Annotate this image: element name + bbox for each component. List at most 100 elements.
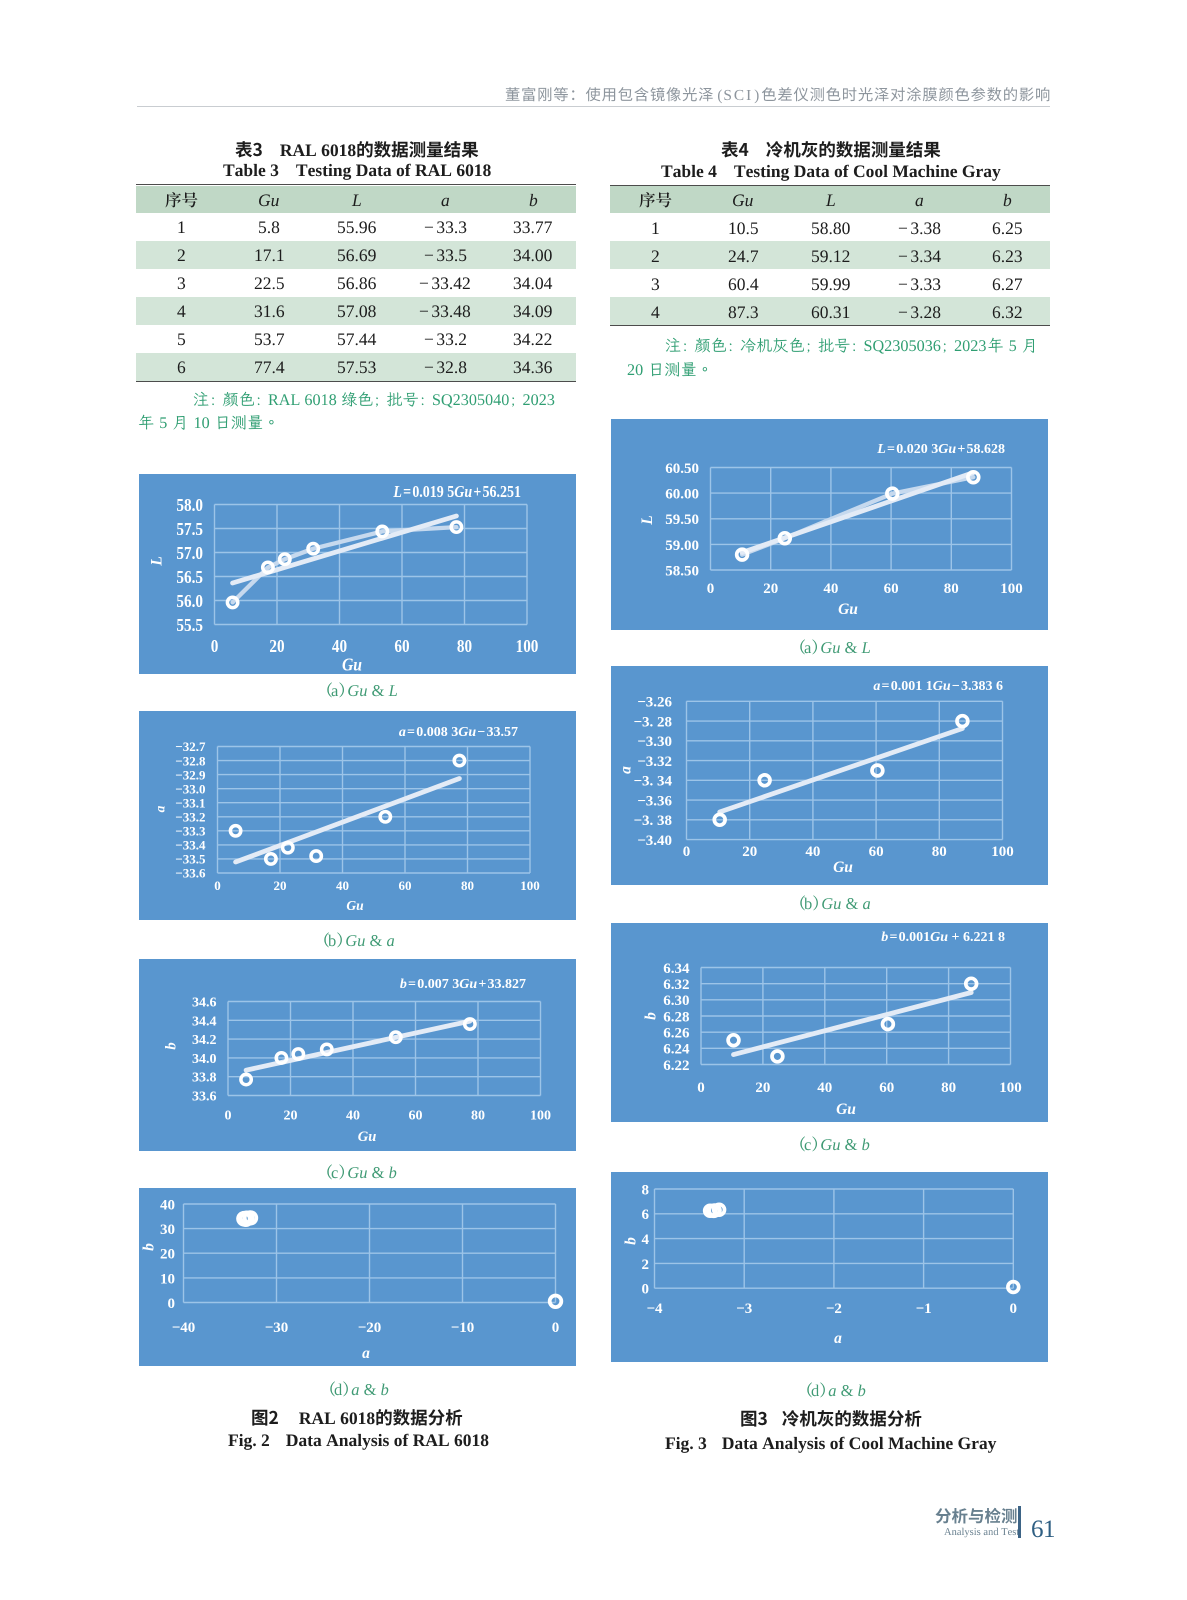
svg-text:b: b bbox=[643, 1012, 660, 1020]
svg-text:−30: −30 bbox=[265, 1320, 289, 1336]
svg-text:40: 40 bbox=[336, 878, 349, 893]
svg-text:6.26: 6.26 bbox=[663, 1026, 690, 1042]
svg-text:57.0: 57.0 bbox=[176, 543, 203, 563]
svg-text:40: 40 bbox=[160, 1197, 175, 1213]
svg-text:56.5: 56.5 bbox=[176, 567, 203, 587]
svg-text:−4: −4 bbox=[646, 1301, 663, 1317]
svg-text:100: 100 bbox=[520, 878, 540, 893]
svg-text:58.50: 58.50 bbox=[665, 563, 699, 579]
svg-text:60.00: 60.00 bbox=[665, 487, 699, 503]
svg-text:30: 30 bbox=[160, 1222, 175, 1238]
svg-text:60.50: 60.50 bbox=[665, 461, 699, 477]
svg-text:−33.5: −33.5 bbox=[175, 852, 206, 867]
svg-text:−33.3: −33.3 bbox=[175, 823, 206, 838]
svg-text:20: 20 bbox=[160, 1247, 175, 1263]
svg-text:Gu: Gu bbox=[838, 601, 858, 618]
svg-text:80: 80 bbox=[932, 844, 947, 860]
svg-text:100: 100 bbox=[999, 1080, 1022, 1096]
svg-text:0: 0 bbox=[552, 1320, 560, 1336]
svg-text:59.50: 59.50 bbox=[665, 512, 699, 528]
svg-text:80: 80 bbox=[944, 581, 959, 597]
svg-text:20: 20 bbox=[763, 581, 778, 597]
svg-text:60: 60 bbox=[399, 878, 412, 893]
svg-text:20: 20 bbox=[284, 1109, 298, 1124]
svg-text:Gu: Gu bbox=[346, 898, 364, 913]
svg-text:0: 0 bbox=[168, 1296, 176, 1312]
svg-text:60: 60 bbox=[879, 1080, 894, 1096]
svg-text:60: 60 bbox=[409, 1109, 423, 1124]
svg-text:a: a bbox=[618, 766, 635, 774]
svg-text:−2: −2 bbox=[826, 1301, 842, 1317]
svg-text:6.34: 6.34 bbox=[663, 961, 690, 977]
svg-text:−3.26: −3.26 bbox=[637, 695, 672, 711]
svg-text:−3. 38: −3. 38 bbox=[633, 813, 672, 829]
svg-text:−3.40: −3.40 bbox=[637, 833, 672, 849]
svg-text:80: 80 bbox=[471, 1109, 485, 1124]
svg-text:L=0.019 5Gu+56.251: L=0.019 5Gu+56.251 bbox=[392, 483, 521, 501]
svg-text:56.0: 56.0 bbox=[176, 591, 203, 611]
svg-text:0: 0 bbox=[683, 844, 691, 860]
svg-text:2: 2 bbox=[642, 1257, 650, 1273]
svg-text:6.32: 6.32 bbox=[663, 977, 689, 993]
svg-text:0: 0 bbox=[214, 878, 221, 893]
svg-text:20: 20 bbox=[755, 1080, 770, 1096]
svg-text:40: 40 bbox=[332, 636, 347, 656]
svg-text:b: b bbox=[623, 1237, 640, 1245]
svg-text:−32.9: −32.9 bbox=[175, 767, 206, 782]
svg-text:6.22: 6.22 bbox=[663, 1058, 689, 1074]
svg-text:34.0: 34.0 bbox=[192, 1052, 217, 1067]
svg-text:Gu: Gu bbox=[358, 1129, 377, 1145]
svg-text:b: b bbox=[141, 1243, 158, 1251]
svg-text:59.00: 59.00 bbox=[665, 538, 699, 554]
svg-text:0: 0 bbox=[225, 1109, 232, 1124]
svg-text:80: 80 bbox=[457, 636, 472, 656]
svg-text:b: b bbox=[164, 1042, 180, 1049]
svg-text:0: 0 bbox=[1010, 1301, 1018, 1317]
svg-text:L=0.020 3Gu+58.628: L=0.020 3Gu+58.628 bbox=[876, 442, 1005, 457]
svg-text:−3. 34: −3. 34 bbox=[633, 774, 672, 790]
svg-text:0: 0 bbox=[697, 1080, 705, 1096]
svg-text:0: 0 bbox=[642, 1282, 650, 1298]
svg-text:a: a bbox=[834, 1330, 842, 1347]
svg-text:34.4: 34.4 bbox=[192, 1014, 217, 1029]
svg-text:a=0.001 1Gu−3.383 6: a=0.001 1Gu−3.383 6 bbox=[873, 679, 1003, 694]
svg-text:−10: −10 bbox=[451, 1320, 475, 1336]
svg-text:L: L bbox=[639, 515, 656, 525]
svg-text:58.0: 58.0 bbox=[176, 495, 203, 515]
svg-text:57.5: 57.5 bbox=[176, 519, 203, 539]
svg-text:−3.32: −3.32 bbox=[637, 754, 672, 770]
svg-text:−33.1: −33.1 bbox=[175, 795, 205, 810]
svg-text:Gu: Gu bbox=[833, 859, 853, 876]
svg-text:−3.30: −3.30 bbox=[637, 734, 672, 750]
svg-text:80: 80 bbox=[941, 1080, 956, 1096]
svg-text:60: 60 bbox=[884, 581, 899, 597]
svg-text:−3.36: −3.36 bbox=[637, 794, 672, 810]
svg-text:Gu: Gu bbox=[342, 654, 362, 674]
svg-text:−20: −20 bbox=[358, 1320, 382, 1336]
svg-text:20: 20 bbox=[742, 844, 757, 860]
svg-text:60: 60 bbox=[394, 636, 409, 656]
svg-text:60: 60 bbox=[869, 844, 884, 860]
svg-text:40: 40 bbox=[346, 1109, 360, 1124]
svg-text:−33.0: −33.0 bbox=[175, 781, 205, 796]
svg-text:0: 0 bbox=[211, 636, 219, 656]
svg-text:40: 40 bbox=[805, 844, 820, 860]
svg-text:100: 100 bbox=[991, 844, 1014, 860]
svg-text:−32.8: −32.8 bbox=[175, 753, 206, 768]
svg-text:a: a bbox=[153, 805, 168, 812]
svg-text:34.6: 34.6 bbox=[192, 996, 217, 1011]
svg-text:34.2: 34.2 bbox=[192, 1033, 217, 1048]
svg-text:8: 8 bbox=[642, 1182, 650, 1198]
svg-text:100: 100 bbox=[1000, 581, 1023, 597]
svg-text:10: 10 bbox=[160, 1271, 175, 1287]
svg-text:33.8: 33.8 bbox=[192, 1071, 217, 1086]
svg-text:6: 6 bbox=[642, 1207, 650, 1223]
svg-text:b=0.001Gu + 6.221 8: b=0.001Gu + 6.221 8 bbox=[881, 930, 1005, 945]
svg-text:−1: −1 bbox=[916, 1301, 932, 1317]
svg-text:55.5: 55.5 bbox=[176, 615, 203, 635]
svg-text:−32.7: −32.7 bbox=[175, 739, 206, 754]
svg-text:20: 20 bbox=[269, 636, 284, 656]
svg-text:−3: −3 bbox=[736, 1301, 752, 1317]
svg-text:100: 100 bbox=[516, 636, 539, 656]
svg-text:a: a bbox=[362, 1345, 370, 1362]
